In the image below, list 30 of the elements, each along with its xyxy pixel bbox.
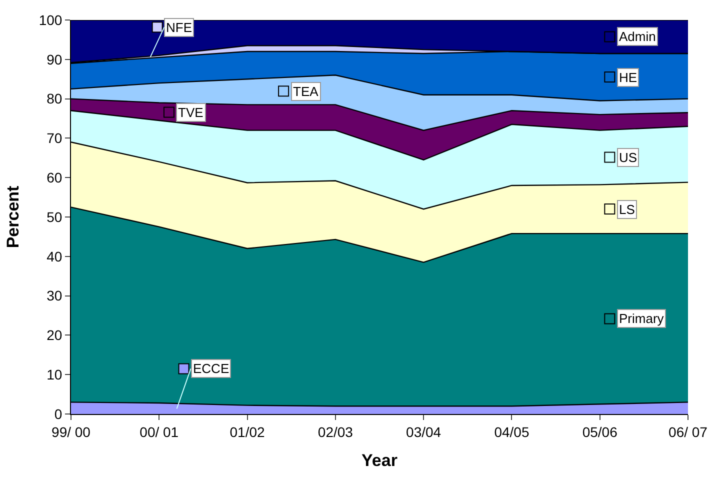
y-tick-label: 100 [38, 12, 62, 28]
y-tick-label: 0 [54, 406, 62, 422]
legend-label: HE [619, 70, 638, 85]
x-tick-label: 01/02 [230, 424, 266, 440]
x-tick-label: 00/ 01 [140, 424, 179, 440]
y-tick-label: 30 [46, 288, 62, 304]
y-tick-label: 70 [46, 130, 62, 146]
legend-label: Admin [619, 29, 656, 44]
legend-label: US [619, 150, 638, 165]
x-tick-label: 02/03 [318, 424, 354, 440]
x-axis-title: Year [362, 451, 398, 470]
x-tick-label: 03/04 [406, 424, 442, 440]
y-tick-label: 10 [46, 366, 62, 382]
legend-label: LS [619, 202, 636, 217]
legend-label: NFE [166, 20, 192, 35]
y-tick-label: 60 [46, 170, 62, 186]
y-tick-label: 50 [46, 208, 62, 225]
y-tick-label: 90 [46, 51, 62, 68]
y-tick-label: 40 [46, 248, 62, 264]
legend-label: TEA [293, 84, 319, 99]
y-tick-label: 20 [46, 327, 62, 344]
legend-label: Primary [619, 311, 664, 326]
y-axis-title: Percent [3, 185, 22, 248]
x-tick-label: 06/ 07 [668, 424, 708, 440]
legend-label: ECCE [193, 361, 230, 376]
x-tick-label: 05/06 [582, 424, 618, 440]
x-tick-label: 04/05 [494, 424, 530, 440]
legend-label: TVE [178, 105, 204, 120]
y-tick-label: 80 [46, 90, 62, 107]
x-tick-label: 99/ 00 [52, 424, 91, 440]
